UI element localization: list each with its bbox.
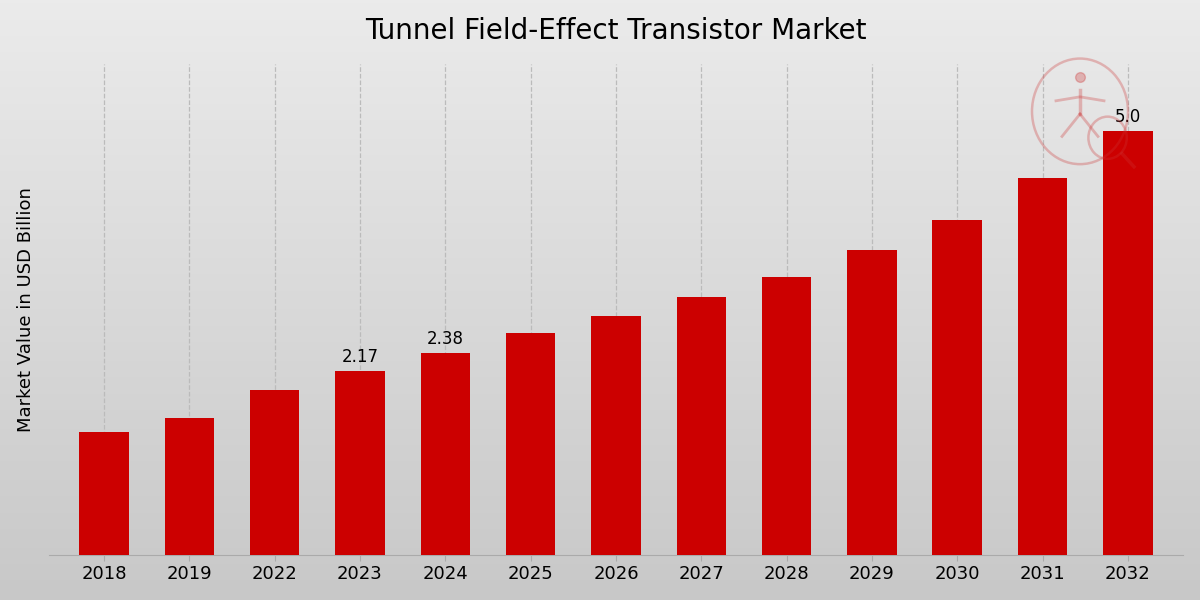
Text: 5.0: 5.0 <box>1115 109 1141 127</box>
Bar <box>164 418 214 555</box>
Text: 2.17: 2.17 <box>342 348 378 366</box>
Title: Tunnel Field-Effect Transistor Market: Tunnel Field-Effect Transistor Market <box>365 17 866 44</box>
Bar <box>506 333 556 555</box>
Y-axis label: Market Value in USD Billion: Market Value in USD Billion <box>17 187 35 432</box>
Bar <box>420 353 470 555</box>
Text: 2.38: 2.38 <box>427 330 464 348</box>
Bar <box>932 220 982 555</box>
Bar <box>847 250 896 555</box>
Bar <box>592 316 641 555</box>
Bar <box>79 432 128 555</box>
Bar <box>250 390 300 555</box>
Bar <box>335 371 385 555</box>
Bar <box>1103 131 1153 555</box>
Bar <box>677 296 726 555</box>
Bar <box>762 277 811 555</box>
Bar <box>1018 178 1067 555</box>
